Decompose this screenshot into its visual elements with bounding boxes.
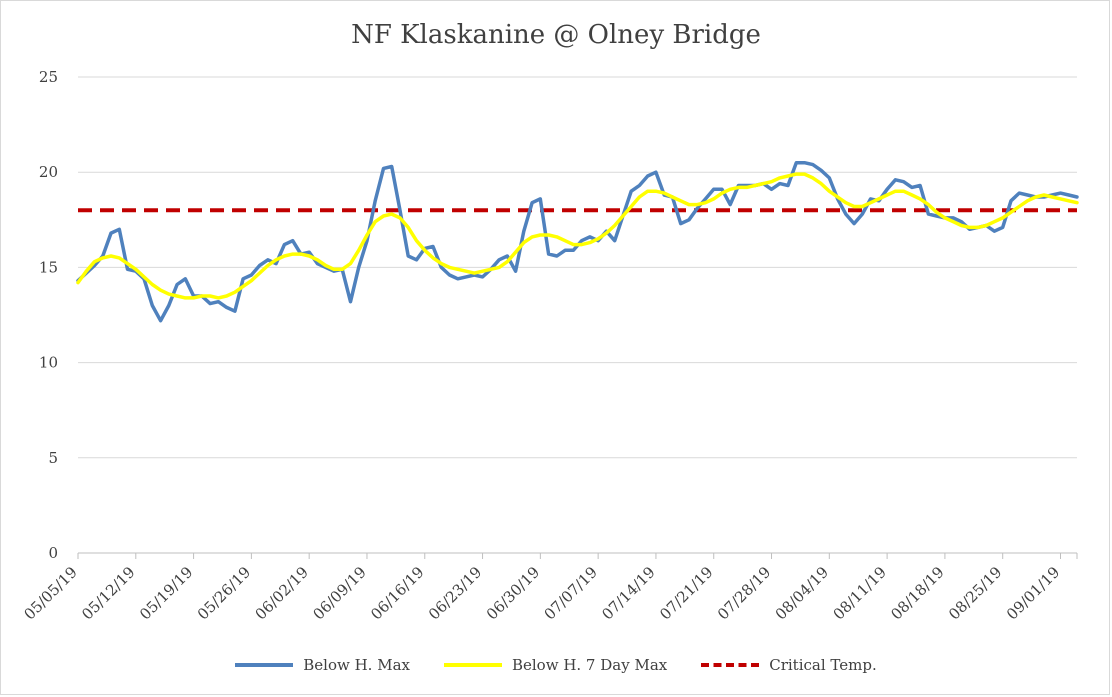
legend-label-below-max: Below H. Max <box>303 656 410 674</box>
x-tick-label: 07/21/19 <box>656 563 716 623</box>
x-tick-label: 08/04/19 <box>772 563 832 623</box>
x-tick-label: 09/01/19 <box>1003 563 1063 623</box>
legend-swatch-7day-max <box>443 663 502 667</box>
x-tick-label: 05/26/19 <box>194 563 254 623</box>
y-tick-label: 0 <box>48 544 58 562</box>
x-tick-label: 07/14/19 <box>598 563 658 623</box>
x-tick-label: 08/25/19 <box>945 563 1005 623</box>
x-tick-label: 08/18/19 <box>887 563 947 623</box>
x-tick-label: 05/19/19 <box>136 563 196 623</box>
x-tick-label: 06/09/19 <box>309 563 369 623</box>
legend-label-7day-max: Below H. 7 Day Max <box>511 656 668 674</box>
legend-swatch-critical-temp <box>701 663 760 667</box>
x-tick-label: 06/30/19 <box>483 563 543 623</box>
x-tick-label: 08/11/19 <box>830 563 890 623</box>
legend-item-critical-temp: Critical Temp. <box>701 656 877 674</box>
y-tick-label: 5 <box>48 449 58 467</box>
chart-title: NF Klaskanine @ Olney Bridge <box>351 20 761 50</box>
legend-swatch-below-max <box>235 663 294 667</box>
chart-legend: Below H. Max Below H. 7 Day Max Critical… <box>0 656 1112 674</box>
legend-label-critical-temp: Critical Temp. <box>769 656 877 674</box>
legend-item-7day-max: Below H. 7 Day Max <box>443 656 668 674</box>
x-tick-label: 06/16/19 <box>367 563 427 623</box>
legend-item-below-max: Below H. Max <box>235 656 410 674</box>
series-line-7day-max <box>76 172 1079 300</box>
y-tick-label: 10 <box>39 354 58 372</box>
y-tick-label: 25 <box>39 68 58 86</box>
x-tick-label: 06/23/19 <box>425 563 485 623</box>
x-tick-label: 06/02/19 <box>252 563 312 623</box>
y-tick-label: 15 <box>39 258 58 276</box>
x-tick-label: 05/05/19 <box>20 563 80 623</box>
x-tick-label: 05/12/19 <box>78 563 138 623</box>
x-tick-label: 07/28/19 <box>714 563 774 623</box>
x-tick-label: 07/07/19 <box>541 563 601 623</box>
y-tick-label: 20 <box>39 163 58 181</box>
